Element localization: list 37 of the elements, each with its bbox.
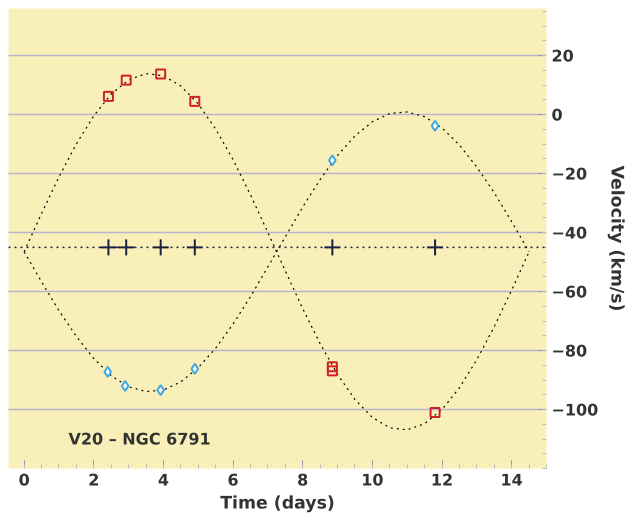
y-tick-label: −60 — [552, 282, 588, 302]
x-tick-label: 10 — [361, 470, 384, 490]
point — [120, 380, 130, 392]
point — [103, 366, 112, 378]
x-tick-label: 8 — [297, 470, 308, 490]
x-tick-label: 4 — [158, 470, 170, 490]
point — [186, 238, 204, 256]
y-tick-label: −40 — [552, 224, 588, 243]
point — [99, 238, 118, 256]
x-tick-label: 12 — [430, 470, 454, 490]
point — [326, 361, 338, 372]
x-axis-title: Time (days) — [220, 494, 335, 514]
y-tick-label: −100 — [552, 400, 598, 420]
y-tick-label: 0 — [552, 106, 563, 125]
point — [102, 90, 114, 102]
point — [430, 120, 440, 132]
point — [152, 238, 170, 256]
point — [189, 96, 200, 107]
y-tick-label: −20 — [552, 164, 588, 184]
y-tick-label: 20 — [552, 46, 574, 66]
point — [190, 362, 200, 375]
point — [326, 365, 338, 376]
point — [155, 68, 166, 80]
point — [323, 238, 342, 256]
x-tick-label: 14 — [500, 470, 523, 490]
point — [117, 238, 136, 256]
point — [156, 384, 166, 396]
x-tick-label: 0 — [18, 470, 30, 490]
point — [430, 406, 441, 418]
x-tick-label: 2 — [88, 470, 100, 490]
point — [426, 238, 444, 256]
x-tick-label: 6 — [228, 470, 239, 490]
point — [120, 74, 132, 86]
point — [328, 154, 337, 166]
annotation: V20 – NGC 6791 — [68, 430, 211, 448]
y-tick-label: −80 — [552, 342, 588, 361]
y-axis-title: Velocity (km/s) — [606, 166, 626, 312]
